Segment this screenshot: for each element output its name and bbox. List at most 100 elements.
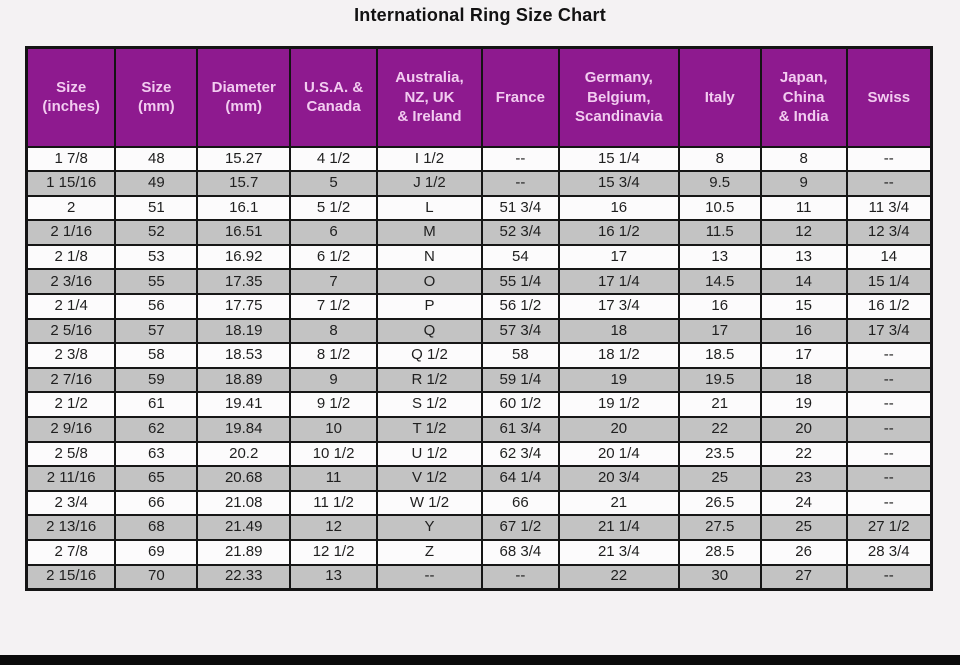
cell: 63: [114, 440, 199, 468]
cell: 19 1/2: [557, 391, 680, 419]
cell: 2: [25, 194, 117, 222]
cell: 13: [759, 243, 848, 271]
cell: 17: [677, 317, 762, 345]
cell: 5 1/2: [289, 194, 379, 222]
cell: 22: [759, 440, 848, 468]
cell: 2 5/8: [25, 440, 117, 468]
cell: 20.68: [196, 465, 292, 492]
cell: 68: [114, 514, 199, 541]
cell: --: [376, 563, 483, 591]
cell: Y: [376, 514, 483, 541]
cell: 51 3/4: [480, 194, 560, 222]
cell: 18.89: [196, 366, 292, 394]
cell: --: [845, 416, 933, 443]
cell: 52: [114, 219, 199, 246]
cell: 22: [557, 563, 680, 591]
table-row: 2 1/2 61 19.41 9 1/2 S 1/2 60 1/2 19 1/2 21 19 --: [25, 391, 933, 419]
cell: 20 1/4: [557, 440, 680, 468]
cell: 18.19: [196, 317, 292, 345]
cell: 20.2: [196, 440, 292, 468]
cell: --: [845, 489, 933, 517]
cell: 27.5: [677, 514, 762, 541]
cell: 2 9/16: [25, 416, 117, 443]
cell: 20: [759, 416, 848, 443]
cell: 10 1/2: [289, 440, 379, 468]
cell: 17: [759, 342, 848, 369]
column-header: Size (inches): [25, 46, 117, 148]
cell: 53: [114, 243, 199, 271]
cell: 5: [289, 170, 379, 197]
cell: 58: [480, 342, 560, 369]
cell: 26: [759, 539, 848, 566]
cell: 68 3/4: [480, 539, 560, 566]
cell: 11: [289, 465, 379, 492]
cell: 23: [759, 465, 848, 492]
cell: 28 3/4: [845, 539, 933, 566]
table-row: 2 3/4 66 21.08 11 1/2 W 1/2 66 21 26.5 24 --: [25, 489, 933, 517]
cell: 20: [557, 416, 680, 443]
cell: 18 1/2: [557, 342, 680, 369]
table-row: 2 51 16.1 5 1/2 L 51 3/4 16 10.5 11 11 3/4: [25, 194, 933, 222]
cell: 24: [759, 489, 848, 517]
column-header: Germany, Belgium, Scandinavia: [557, 46, 680, 148]
cell: 16: [677, 293, 762, 320]
cell: 69: [114, 539, 199, 566]
cell: 14: [759, 268, 848, 296]
cell: Z: [376, 539, 483, 566]
cell: 23.5: [677, 440, 762, 468]
cell: 7 1/2: [289, 293, 379, 320]
cell: 65: [114, 465, 199, 492]
table-row: 2 3/8 58 18.53 8 1/2 Q 1/2 58 18 1/2 18.5 17 --: [25, 342, 933, 369]
cell: 13: [677, 243, 762, 271]
cell: 22: [677, 416, 762, 443]
table-row: 2 1/8 53 16.92 6 1/2 N 54 17 13 13 14: [25, 243, 933, 271]
cell: 2 13/16: [25, 514, 117, 541]
cell: U 1/2: [376, 440, 483, 468]
cell: 61: [114, 391, 199, 419]
cell: 2 1/16: [25, 219, 117, 246]
cell: 16 1/2: [557, 219, 680, 246]
cell: 55 1/4: [480, 268, 560, 296]
cell: 16.51: [196, 219, 292, 246]
column-header: Size (mm): [114, 46, 199, 148]
table-row: 1 7/8 48 15.27 4 1/2 I 1/2 -- 15 1/4 8 8 --: [25, 145, 933, 173]
cell: 15 1/4: [557, 145, 680, 173]
cell: 2 5/16: [25, 317, 117, 345]
cell: 12: [289, 514, 379, 541]
cell: 22.33: [196, 563, 292, 591]
cell: 21.89: [196, 539, 292, 566]
table-header: Size (inches) Size (mm) Diameter (mm) U.S.A…: [25, 46, 933, 148]
cell: 2 11/16: [25, 465, 117, 492]
cell: 21: [677, 391, 762, 419]
table-row: 2 1/16 52 16.51 6 M 52 3/4 16 1/2 11.5 12 12 3/4: [25, 219, 933, 246]
cell: --: [480, 145, 560, 173]
cell: --: [480, 563, 560, 591]
cell: 6: [289, 219, 379, 246]
cell: 21 3/4: [557, 539, 680, 566]
cell: 19: [759, 391, 848, 419]
cell: 6 1/2: [289, 243, 379, 271]
cell: --: [480, 170, 560, 197]
cell: 2 3/16: [25, 268, 117, 296]
cell: 16.92: [196, 243, 292, 271]
cell: O: [376, 268, 483, 296]
cell: 59: [114, 366, 199, 394]
cell: 19.84: [196, 416, 292, 443]
cell: 70: [114, 563, 199, 591]
cell: 9: [759, 170, 848, 197]
cell: 12 1/2: [289, 539, 379, 566]
cell: 15.7: [196, 170, 292, 197]
cell: L: [376, 194, 483, 222]
table-body: 1 7/8 48 15.27 4 1/2 I 1/2 -- 15 1/4 8 8 -- 1 15/1…: [25, 145, 933, 591]
cell: 21: [557, 489, 680, 517]
cell: 60 1/2: [480, 391, 560, 419]
cell: 28.5: [677, 539, 762, 566]
cell: 51: [114, 194, 199, 222]
cell: 17.35: [196, 268, 292, 296]
cell: 11 3/4: [845, 194, 933, 222]
cell: 7: [289, 268, 379, 296]
cell: 66: [480, 489, 560, 517]
cell: 49: [114, 170, 199, 197]
cell: 61 3/4: [480, 416, 560, 443]
